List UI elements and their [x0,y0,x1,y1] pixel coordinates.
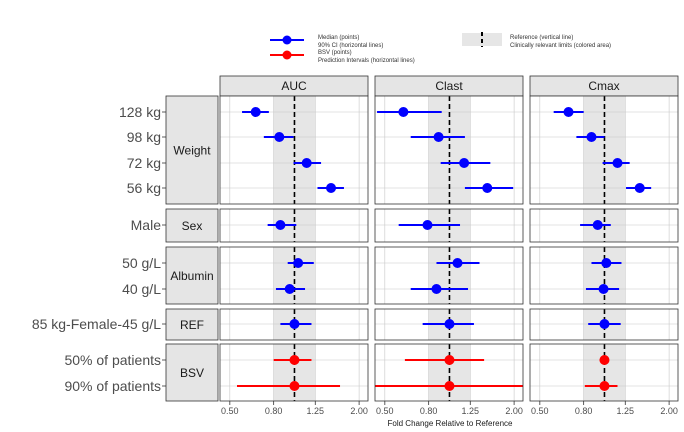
x-tick-label: 1.25 [617,406,635,416]
point-40-g-l-cmax [598,284,609,294]
panel-border-sex-clast [374,208,524,243]
row-label-85-kg-female-45-g-l: 85 kg-Female-45 g/L [32,316,161,332]
group-label-sex: Sex [182,219,203,233]
panel-border-ref-auc [219,308,369,341]
group-label-ref: REF [180,318,204,332]
panel-border-sex-auc [219,208,369,243]
row-label-50-of-patients: 50% of patients [64,352,161,368]
group-strip-ref [165,308,219,341]
legend-point-1 [282,35,292,45]
point-50-of-patients-auc [289,355,300,365]
x-tick-label: 2.00 [505,406,523,416]
panel-border-albumin-auc [219,246,369,305]
group-label-bsv: BSV [180,366,204,380]
row-label-90-of-patients: 90% of patients [64,378,161,394]
group-label-albumin: Albumin [170,269,213,283]
x-tick-label: 1.25 [462,406,480,416]
x-axis-title: Fold Change Relative to Reference [388,419,514,428]
row-label-72-kg: 72 kg [127,155,161,171]
point-85-kg-female-45-g-l-auc [289,319,300,329]
legend-label-3-line2: Clinically relevant limits (colored area… [510,43,611,49]
group-strip-albumin [165,246,219,305]
point-90-of-patients-clast [444,381,455,391]
panel-border-bsv-cmax [529,343,679,402]
panel-border-ref-clast [374,308,524,341]
row-label-50-g-l: 50 g/L [122,255,161,271]
panel-title-auc: AUC [281,79,307,93]
row-label-98-kg: 98 kg [127,129,161,145]
panel-border-weight-clast [374,95,524,205]
row-label-56-kg: 56 kg [127,180,161,196]
point-98-kg-cmax [586,132,597,142]
panel-border-bsv-clast [374,343,524,402]
point-40-g-l-clast [431,284,442,294]
panel-border-albumin-clast [374,246,524,305]
legend-label-3-line1: Reference (vertical line) [510,35,573,41]
point-50-of-patients-cmax [599,355,610,365]
point-50-of-patients-clast [444,355,455,365]
point-50-g-l-clast [452,258,463,268]
point-56-kg-cmax [634,183,645,193]
legend-label-2-line2: Prediction Intervals (horizontal lines) [318,58,415,64]
panel-border-bsv-auc [219,343,369,402]
x-tick-label: 0.50 [221,406,239,416]
x-tick-label: 2.00 [350,406,368,416]
panel-title-clast: Clast [435,79,463,93]
point-72-kg-auc [301,158,312,168]
point-56-kg-auc [326,183,337,193]
point-128-kg-clast [398,107,409,117]
point-85-kg-female-45-g-l-clast [444,319,455,329]
x-tick-label: 0.80 [265,406,283,416]
legend-label-1-line2: 90% CI (horizontal lines) [318,43,383,49]
point-90-of-patients-cmax [599,381,610,391]
group-strip-bsv [165,343,219,402]
panel-border-ref-cmax [529,308,679,341]
point-male-cmax [592,220,603,230]
panel-title-cmax: Cmax [588,79,619,93]
point-40-g-l-auc [284,284,295,294]
row-label-128-kg: 128 kg [119,104,161,120]
panel-border-weight-auc [219,95,369,205]
x-tick-label: 0.50 [531,406,549,416]
x-tick-label: 0.80 [420,406,438,416]
x-tick-label: 0.50 [376,406,394,416]
point-128-kg-cmax [563,107,574,117]
point-male-clast [422,220,433,230]
point-50-g-l-auc [293,258,304,268]
panel-border-albumin-cmax [529,246,679,305]
point-98-kg-auc [274,132,285,142]
point-50-g-l-cmax [601,258,612,268]
group-label-weight: Weight [173,144,211,158]
panel-border-sex-cmax [529,208,679,243]
point-male-auc [275,220,286,230]
x-tick-label: 1.25 [307,406,325,416]
point-98-kg-clast [433,132,444,142]
point-85-kg-female-45-g-l-cmax [599,319,610,329]
point-90-of-patients-auc [289,381,300,391]
group-strip-weight [165,95,219,205]
row-label-40-g-l: 40 g/L [122,281,161,297]
legend-label-2-line1: BSV (points) [318,50,352,56]
x-tick-label: 0.80 [575,406,593,416]
row-label-male: Male [131,217,162,233]
panel-border-weight-cmax [529,95,679,205]
legend-point-2 [282,50,292,60]
point-72-kg-clast [459,158,470,168]
point-72-kg-cmax [612,158,623,168]
group-strip-sex [165,208,219,243]
legend-label-1-line1: Median (points) [318,35,359,41]
point-128-kg-auc [250,107,261,117]
point-56-kg-clast [482,183,493,193]
x-tick-label: 2.00 [660,406,678,416]
